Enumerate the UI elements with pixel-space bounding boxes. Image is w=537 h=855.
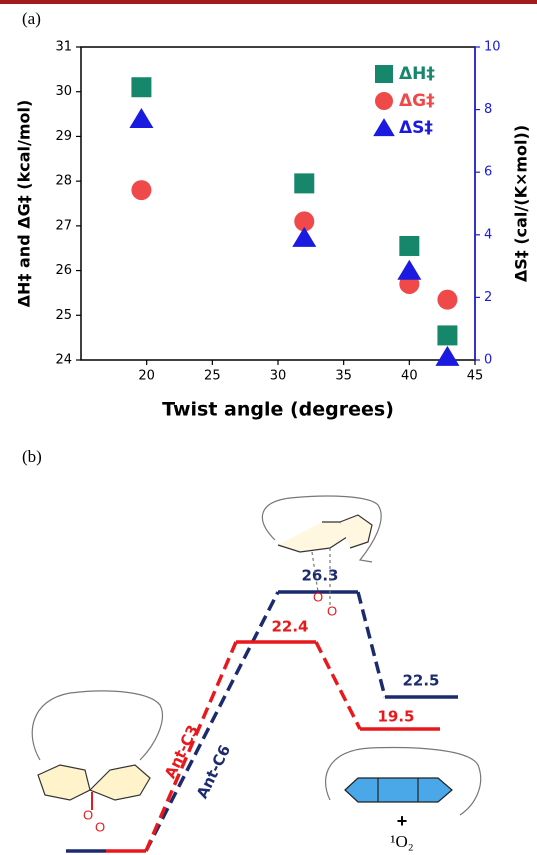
- marker-triangle: [397, 259, 422, 280]
- x-tick-label: 25: [204, 369, 221, 384]
- marker-square: [437, 325, 458, 346]
- atom-label: O: [313, 589, 323, 604]
- y-tick-label: 31: [55, 40, 72, 55]
- y-tick-label: 25: [55, 308, 72, 323]
- x-axis-title: Twist angle (degrees): [162, 399, 394, 421]
- c3-fall: [314, 641, 362, 730]
- atom-label: O: [327, 603, 337, 618]
- c6-rise: [144, 591, 280, 852]
- energy-label: 19.5: [377, 708, 414, 726]
- reactant-molecule: [31, 690, 164, 810]
- anthracene: [344, 777, 453, 803]
- marker-triangle: [435, 345, 460, 366]
- product-molecule: [325, 746, 482, 816]
- marker-circle: [437, 289, 458, 310]
- energy-label: 22.5: [402, 672, 439, 690]
- atom-label: O: [83, 807, 93, 822]
- top-rule: [0, 0, 537, 4]
- ring: [37, 764, 91, 801]
- x-tick-label: 30: [270, 369, 287, 384]
- marker-triangle: [129, 107, 154, 128]
- plus-sign: +: [397, 811, 408, 831]
- path-label: Ant-C6: [193, 742, 234, 801]
- cage: [31, 690, 164, 761]
- y-tick-label: 30: [55, 84, 72, 99]
- atom-label: O: [95, 819, 105, 834]
- marker-circle: [294, 211, 315, 232]
- marker-circle: [131, 180, 152, 201]
- y-tick-label: 26: [55, 263, 72, 278]
- cage: [325, 746, 482, 816]
- marker-square: [294, 173, 315, 194]
- ring: [88, 764, 151, 801]
- y2-tick-label: 8: [484, 102, 492, 117]
- x-tick-label: 45: [467, 369, 484, 384]
- marker-square: [375, 65, 393, 83]
- energy-paths: [66, 590, 458, 853]
- y2-tick-label: 10: [484, 40, 501, 55]
- panel-label: (b): [22, 447, 42, 466]
- panel-label: (a): [22, 9, 41, 28]
- y-tick-label: 24: [55, 353, 72, 368]
- bond: [311, 551, 319, 593]
- c3-rise: [144, 641, 238, 852]
- marker-triangle: [292, 226, 317, 247]
- y-tick-label: 29: [55, 129, 72, 144]
- marker-square: [131, 77, 152, 98]
- x-tick-label: 40: [401, 369, 418, 384]
- y2-tick-label: 4: [484, 227, 492, 242]
- species-label: ¹O₂: [390, 832, 413, 851]
- energy-label: 26.3: [301, 567, 338, 585]
- y2-tick-label: 0: [484, 353, 492, 368]
- legend-label: ΔH‡: [399, 64, 435, 84]
- legend-label: ΔG‡: [399, 91, 435, 111]
- cage: [261, 495, 382, 563]
- c6-fall: [356, 591, 387, 698]
- y2-tick-label: 2: [484, 290, 492, 305]
- y2-tick-label: 6: [484, 165, 492, 180]
- marker-circle: [375, 92, 393, 110]
- y-axis-title: ΔH‡ and ΔG‡ (kcal/mol): [15, 100, 34, 308]
- energy-label: 22.4: [271, 618, 308, 636]
- scatter-chart: 20 25 30 35 40 4524252627282930310246810Twist…: [15, 40, 531, 421]
- marker-square: [399, 235, 420, 256]
- marker-triangle: [373, 118, 395, 137]
- ring: [339, 514, 373, 549]
- y-tick-label: 27: [55, 218, 72, 233]
- y2-axis-title: ΔS‡ (cal/(K×mol)): [512, 125, 531, 282]
- x-tick-label: 20: [138, 369, 155, 384]
- ts-molecule: [261, 495, 382, 605]
- ring: [277, 521, 351, 553]
- legend-label: ΔS‡: [399, 118, 433, 138]
- y-tick-label: 28: [55, 174, 72, 189]
- x-tick-label: 35: [335, 369, 352, 384]
